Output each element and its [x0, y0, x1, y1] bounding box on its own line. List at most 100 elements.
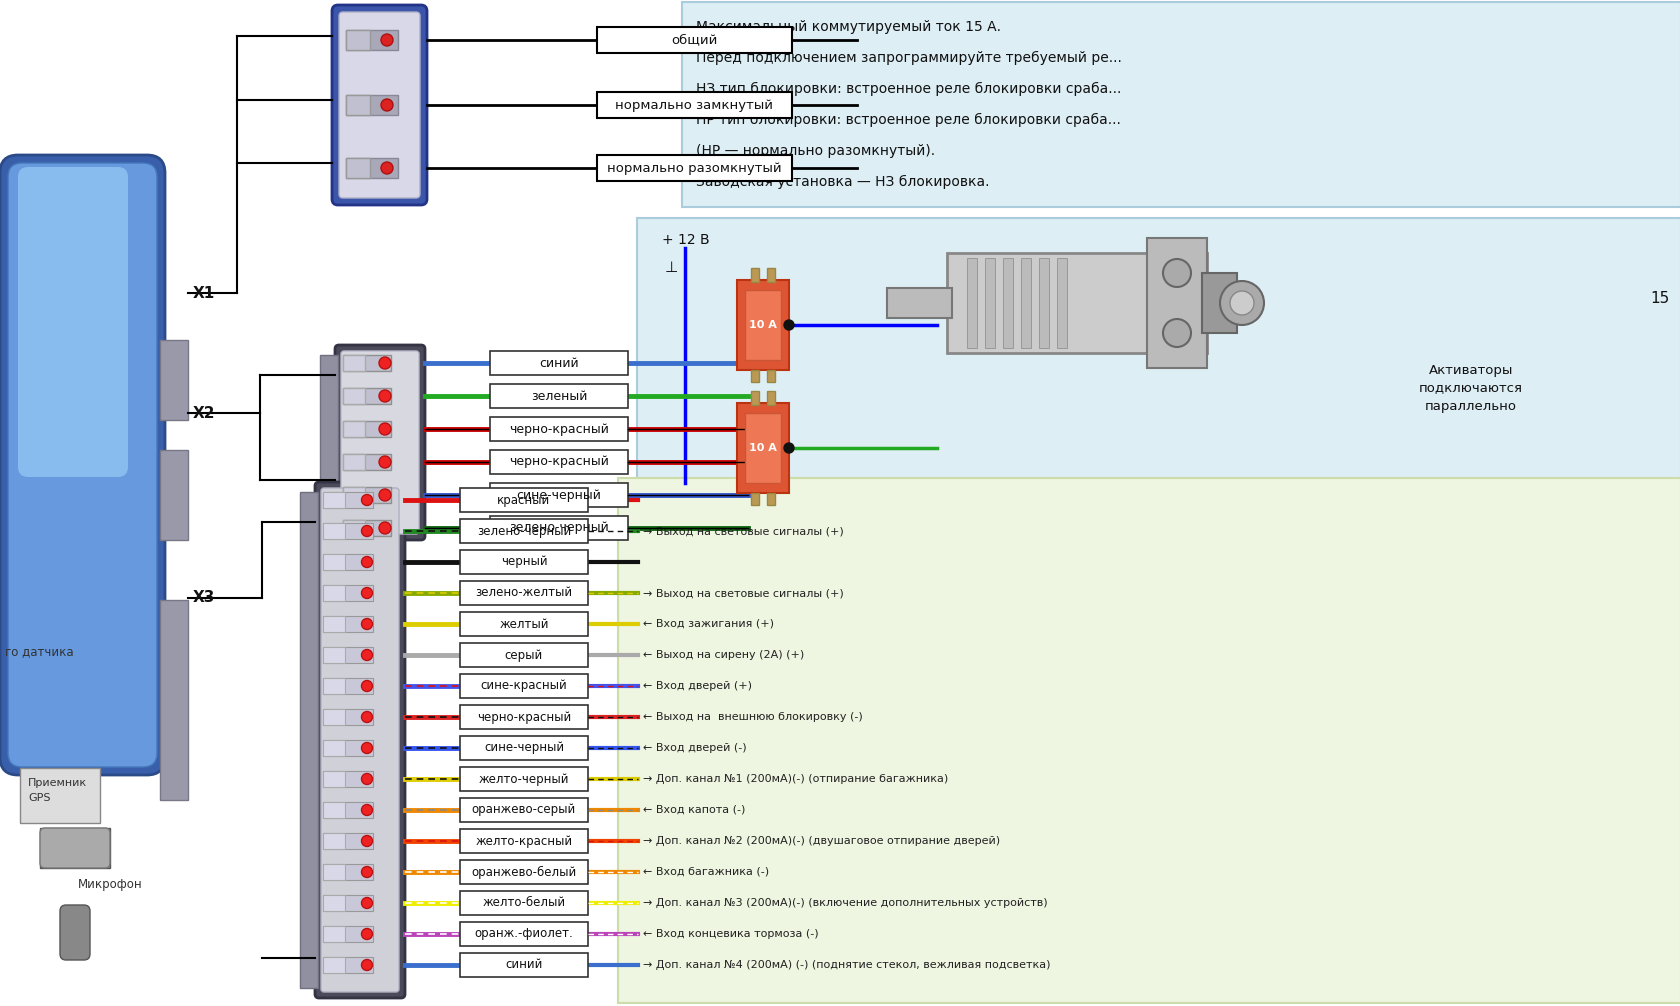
Circle shape: [783, 320, 793, 330]
Text: ← Вход дверей (+): ← Вход дверей (+): [643, 681, 751, 691]
Text: серый: серый: [504, 649, 543, 662]
Bar: [966, 258, 976, 348]
Text: ← Вход зажигания (+): ← Вход зажигания (+): [643, 619, 773, 629]
Bar: [751, 391, 759, 405]
Bar: [323, 740, 373, 756]
Circle shape: [361, 774, 373, 785]
Bar: [736, 280, 788, 370]
Text: 10 А: 10 А: [749, 320, 776, 330]
FancyBboxPatch shape: [321, 488, 398, 992]
Text: Максимальный коммутируемый ток 15 А.: Максимальный коммутируемый ток 15 А.: [696, 20, 1000, 34]
Circle shape: [378, 423, 391, 435]
Bar: [766, 268, 774, 282]
Circle shape: [361, 929, 373, 940]
FancyBboxPatch shape: [60, 905, 91, 960]
Circle shape: [361, 742, 373, 753]
Bar: [343, 454, 365, 470]
Bar: [323, 709, 344, 725]
Text: GPS: GPS: [29, 793, 50, 803]
Text: (НР — нормально разомкнутый).: (НР — нормально разомкнутый).: [696, 144, 934, 158]
Text: черно-красный: черно-красный: [477, 710, 571, 723]
Text: ⊥: ⊥: [665, 260, 677, 275]
Bar: [323, 957, 373, 973]
Bar: [299, 492, 318, 988]
Bar: [323, 709, 373, 725]
Bar: [343, 487, 391, 503]
Text: сине-красный: сине-красный: [480, 679, 568, 692]
Circle shape: [361, 866, 373, 877]
Bar: [323, 771, 373, 787]
Text: → Доп. канал №3 (200мА)(-) (включение дополнительных устройств): → Доп. канал №3 (200мА)(-) (включение до…: [643, 898, 1047, 908]
Bar: [343, 355, 391, 371]
Bar: [346, 30, 370, 50]
Text: ← Выход на  внешнюю блокировку (-): ← Выход на внешнюю блокировку (-): [643, 712, 862, 722]
Bar: [323, 585, 344, 601]
Bar: [160, 600, 188, 800]
FancyBboxPatch shape: [8, 163, 156, 767]
Bar: [323, 833, 373, 849]
Bar: [323, 554, 373, 570]
Text: сине-черный: сине-черный: [484, 741, 564, 754]
Bar: [323, 802, 344, 818]
FancyBboxPatch shape: [341, 351, 418, 534]
Bar: [751, 370, 759, 382]
Text: оранж.-фиолет.: оранж.-фиолет.: [474, 928, 573, 941]
Bar: [489, 516, 628, 540]
Bar: [618, 478, 1680, 1003]
Bar: [744, 413, 781, 483]
Bar: [323, 678, 344, 694]
Text: + 12 В: + 12 В: [662, 233, 709, 247]
Bar: [323, 616, 344, 632]
Bar: [489, 384, 628, 408]
Text: → Доп. канал №4 (200мА) (-) (поднятие стекол, вежливая подсветка): → Доп. канал №4 (200мА) (-) (поднятие ст…: [643, 960, 1050, 970]
Bar: [596, 27, 791, 53]
Bar: [343, 355, 365, 371]
Text: синий: синий: [539, 356, 578, 369]
FancyBboxPatch shape: [18, 167, 128, 477]
Circle shape: [378, 357, 391, 369]
Text: желтый: желтый: [499, 618, 548, 631]
FancyBboxPatch shape: [0, 155, 165, 775]
Bar: [596, 92, 791, 118]
Text: зелено-желтый: зелено-желтый: [475, 586, 573, 600]
Circle shape: [378, 390, 391, 402]
Circle shape: [361, 836, 373, 846]
Bar: [460, 674, 588, 698]
Bar: [744, 290, 781, 360]
Bar: [323, 492, 344, 508]
Text: Микрофон: Микрофон: [77, 878, 143, 891]
Text: → Выход на световые сигналы (+): → Выход на световые сигналы (+): [643, 526, 843, 536]
Bar: [343, 388, 365, 404]
Bar: [736, 403, 788, 493]
Text: ← Вход концевика тормоза (-): ← Вход концевика тормоза (-): [643, 929, 818, 939]
Bar: [40, 828, 109, 868]
Bar: [323, 647, 373, 663]
Circle shape: [361, 588, 373, 599]
Circle shape: [361, 525, 373, 536]
Bar: [323, 895, 373, 911]
Bar: [460, 519, 588, 543]
Bar: [637, 218, 1680, 523]
FancyBboxPatch shape: [339, 12, 420, 198]
Bar: [323, 771, 344, 787]
Text: Приемник: Приемник: [29, 778, 87, 788]
Text: зеленый: зеленый: [531, 389, 586, 402]
Text: го датчика: го датчика: [5, 645, 74, 658]
Text: ← Вход капота (-): ← Вход капота (-): [643, 805, 744, 815]
Circle shape: [361, 680, 373, 691]
Text: желто-черный: желто-черный: [479, 773, 570, 786]
Circle shape: [381, 162, 393, 174]
Bar: [319, 355, 338, 530]
Text: ← Выход на сирену (2А) (+): ← Выход на сирену (2А) (+): [643, 650, 803, 660]
Bar: [460, 736, 588, 760]
Bar: [489, 450, 628, 474]
Text: Активаторы
подключаются
параллельно: Активаторы подключаются параллельно: [1418, 363, 1522, 412]
Circle shape: [361, 650, 373, 661]
Bar: [766, 370, 774, 382]
Bar: [460, 953, 588, 977]
Circle shape: [1163, 319, 1191, 347]
Bar: [346, 95, 398, 115]
Bar: [323, 802, 373, 818]
Circle shape: [361, 495, 373, 505]
Bar: [1038, 258, 1048, 348]
